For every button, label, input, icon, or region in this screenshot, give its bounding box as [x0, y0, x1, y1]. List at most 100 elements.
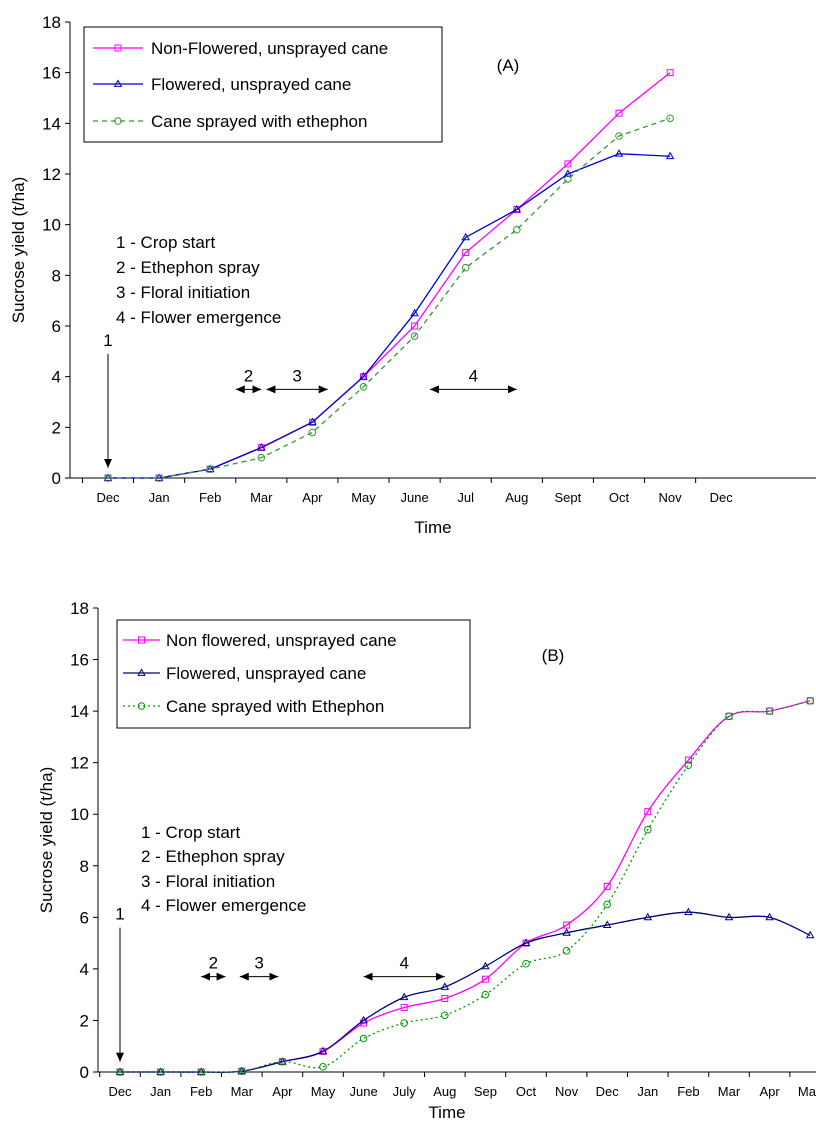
data-point — [603, 900, 612, 909]
data-point — [359, 1034, 368, 1043]
data-point — [513, 225, 521, 234]
data-point — [563, 921, 571, 929]
data-point — [441, 995, 449, 1003]
data-point — [156, 1067, 165, 1075]
x-tick-label: Jan — [150, 1084, 171, 1099]
y-tick-label: 4 — [52, 368, 61, 387]
data-point — [196, 1067, 206, 1075]
panel-label: (A) — [497, 56, 520, 75]
data-point — [359, 372, 368, 380]
data-point — [684, 761, 693, 770]
legend: Non flowered, unsprayed cane Flowered, un… — [116, 619, 471, 729]
data-point — [410, 308, 419, 317]
annotation-label: 3 — [254, 954, 263, 973]
data-point — [116, 1068, 124, 1076]
y-tick-label: 16 — [42, 64, 61, 83]
y-tick-label: 8 — [80, 857, 89, 876]
data-point — [614, 149, 624, 157]
data-point — [278, 1057, 287, 1066]
x-tick-label: May — [798, 1084, 816, 1099]
data-point — [666, 114, 674, 123]
x-tick-label: Apr — [272, 1084, 293, 1099]
key-note: 3 - Floral initiation — [141, 872, 275, 891]
legend-marker — [114, 44, 122, 52]
data-point — [319, 1063, 327, 1071]
panel-label: (B) — [542, 646, 565, 665]
data-point — [155, 474, 163, 482]
annotation-3: 3 — [239, 954, 279, 981]
series-2 — [116, 697, 815, 1076]
x-axis-title: Time — [428, 1103, 465, 1121]
x-tick-label: Sep — [474, 1084, 497, 1099]
key-note: 2 - Ethephon spray — [141, 847, 285, 866]
y-tick-label: 2 — [80, 1011, 89, 1030]
data-point — [521, 938, 531, 947]
y-tick-label: 16 — [70, 651, 89, 670]
x-tick-label: Jul — [457, 490, 474, 505]
x-tick-label: Mar — [231, 1084, 254, 1099]
data-point — [206, 465, 214, 473]
data-point — [684, 907, 693, 916]
legend-label: Cane sprayed with ethephon — [151, 112, 367, 131]
annotation-3: 3 — [266, 366, 328, 394]
x-tick-label: Dec — [108, 1084, 132, 1099]
data-point — [603, 882, 611, 890]
legend-label: Non-Flowered, unsprayed cane — [151, 39, 388, 58]
data-point — [440, 982, 450, 990]
data-point — [400, 1004, 408, 1012]
annotation-label: 4 — [469, 366, 478, 385]
legend-marker — [113, 79, 123, 87]
x-axis-title: Time — [414, 518, 451, 537]
x-tick-label: Jan — [149, 490, 170, 505]
key-note: 3 - Floral initiation — [116, 283, 250, 302]
key-note: 2 - Ethephon spray — [116, 258, 260, 277]
data-point — [197, 1068, 205, 1076]
y-tick-label: 14 — [42, 114, 61, 133]
data-point — [481, 975, 489, 983]
legend-marker — [114, 117, 122, 125]
key-note: 4 - Flower emergence — [141, 896, 306, 915]
y-tick-label: 0 — [80, 1063, 89, 1082]
annotation-4: 4 — [429, 366, 517, 394]
series-line — [120, 700, 811, 1073]
x-tick-label: July — [393, 1084, 417, 1099]
x-tick-label: Feb — [190, 1084, 212, 1099]
y-tick-label: 10 — [42, 216, 61, 235]
y-tick-label: 12 — [70, 754, 89, 773]
annotation-2: 2 — [201, 954, 226, 981]
data-point — [562, 928, 571, 936]
legend-label: Non flowered, unsprayed cane — [166, 631, 397, 650]
data-point — [481, 961, 490, 970]
annotation-label: 1 — [103, 331, 112, 350]
data-point — [806, 697, 815, 705]
y-tick-label: 0 — [52, 469, 61, 488]
x-tick-label: Mar — [250, 490, 273, 505]
y-tick-label: 2 — [52, 418, 61, 437]
annotation-2: 2 — [235, 366, 262, 394]
x-tick-label: Sept — [555, 490, 582, 505]
data-point — [399, 992, 409, 1001]
data-point — [522, 959, 530, 968]
x-tick-label: Aug — [433, 1084, 456, 1099]
annotation-label: 2 — [209, 954, 218, 973]
key-note: 4 - Flower emergence — [116, 308, 281, 327]
data-point — [359, 383, 368, 391]
data-point — [205, 464, 215, 473]
y-tick-label: 10 — [70, 805, 89, 824]
x-tick-label: Apr — [302, 490, 323, 505]
x-tick-label: Dec — [710, 490, 734, 505]
x-tick-label: Apr — [759, 1084, 780, 1099]
data-point — [104, 474, 112, 482]
legend-marker — [137, 668, 146, 676]
data-point — [462, 249, 470, 257]
data-point — [665, 151, 675, 160]
data-point — [765, 912, 774, 921]
data-point — [257, 453, 266, 462]
data-point — [643, 912, 653, 921]
annotation-1: 1 — [103, 331, 113, 468]
data-point — [564, 160, 572, 168]
y-tick-label: 4 — [80, 960, 89, 979]
annotation-1: 1 — [115, 905, 125, 1062]
annotation-4: 4 — [363, 954, 445, 981]
